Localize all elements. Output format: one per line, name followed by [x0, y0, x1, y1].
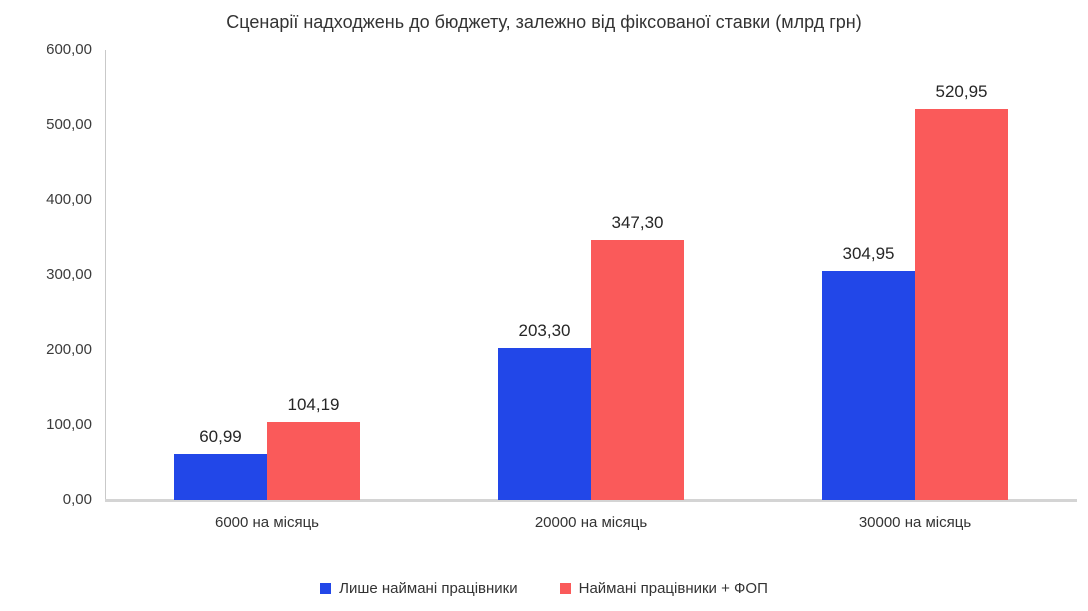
legend: Лише наймані працівники Наймані працівни…	[0, 580, 1088, 597]
y-axis-tick-label: 300,00	[46, 266, 92, 283]
bar-value-label: 304,95	[842, 244, 895, 264]
y-axis-tick-label: 0,00	[62, 491, 92, 508]
category-label: 6000 на місяць	[214, 514, 319, 531]
y-axis-tick-label: 500,00	[46, 116, 92, 133]
category-label: 20000 на місяць	[534, 514, 648, 531]
y-axis-tick-label: 600,00	[46, 41, 92, 58]
legend-item-employees-only: Лише наймані працівники	[320, 580, 518, 597]
chart-title: Сценарії надходжень до бюджету, залежно …	[226, 12, 862, 32]
bar	[822, 271, 915, 500]
bar	[267, 421, 360, 500]
bar	[498, 347, 591, 500]
legend-label: Наймані працівники + ФОП	[578, 580, 768, 597]
bar	[591, 239, 684, 500]
y-axis-tick-label: 400,00	[46, 191, 92, 208]
bar	[915, 109, 1008, 500]
bar-value-label: 520,95	[935, 82, 988, 102]
bar-value-label: 60,99	[199, 427, 242, 447]
bar-value-label: 203,30	[518, 320, 571, 340]
legend-label: Лише наймані працівники	[339, 580, 518, 597]
legend-item-employees-plus-fop: Наймані працівники + ФОП	[559, 580, 768, 597]
bar	[174, 454, 267, 500]
legend-swatch-red	[559, 583, 571, 594]
bar-value-label: 347,30	[611, 212, 664, 232]
y-axis-tick-label: 200,00	[46, 341, 92, 358]
y-axis-tick-label: 100,00	[46, 416, 92, 433]
legend-swatch-blue	[320, 583, 332, 594]
category-label: 30000 на місяць	[858, 514, 972, 531]
x-axis-line	[105, 499, 1077, 502]
bar-value-label: 104,19	[287, 394, 340, 414]
y-axis-line	[105, 50, 106, 500]
